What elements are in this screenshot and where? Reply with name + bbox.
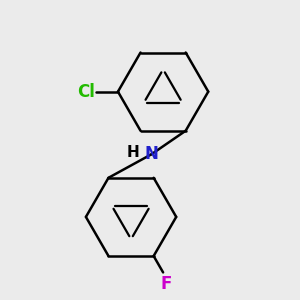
Text: H: H [127,145,140,160]
Text: N: N [145,145,158,163]
Text: Cl: Cl [77,82,94,100]
Text: F: F [160,275,172,293]
